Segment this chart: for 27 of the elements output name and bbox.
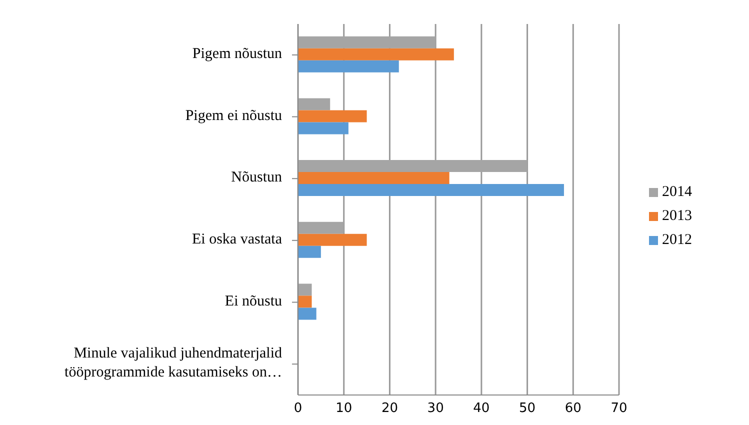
legend-label: 2013 <box>662 208 692 225</box>
x-tick-label: 40 <box>473 401 490 416</box>
x-tick-label: 50 <box>519 401 536 416</box>
x-tick-label: 0 <box>294 401 302 416</box>
x-tick-label: 10 <box>336 401 352 416</box>
y-tick-label: Pigem ei nõustu <box>185 108 282 124</box>
legend-label: 2014 <box>662 184 692 201</box>
bar <box>298 110 367 122</box>
bar <box>298 60 399 72</box>
y-tick-label: Nõustun <box>231 170 282 186</box>
y-tick-label: Minule vajalikud juhendmaterjalid tööprogrammide kasutamiseks on… <box>64 346 282 382</box>
bar <box>298 246 321 258</box>
bar <box>298 184 564 196</box>
y-tick-label: Ei nõustu <box>224 294 282 310</box>
x-tick-label: 70 <box>610 401 628 416</box>
y-tick-label: Pigem nõustun <box>192 46 282 62</box>
bar <box>298 234 367 246</box>
bar <box>298 48 454 60</box>
bar <box>298 172 450 184</box>
x-tick-label: 30 <box>427 401 444 416</box>
y-tick-label: Ei oska vastata <box>192 232 282 248</box>
bar <box>298 296 312 308</box>
legend-label: 2012 <box>662 232 692 249</box>
bar <box>298 308 316 320</box>
bar <box>298 122 348 134</box>
x-tick-label: 20 <box>381 401 398 416</box>
x-tick-label: 60 <box>564 401 582 416</box>
